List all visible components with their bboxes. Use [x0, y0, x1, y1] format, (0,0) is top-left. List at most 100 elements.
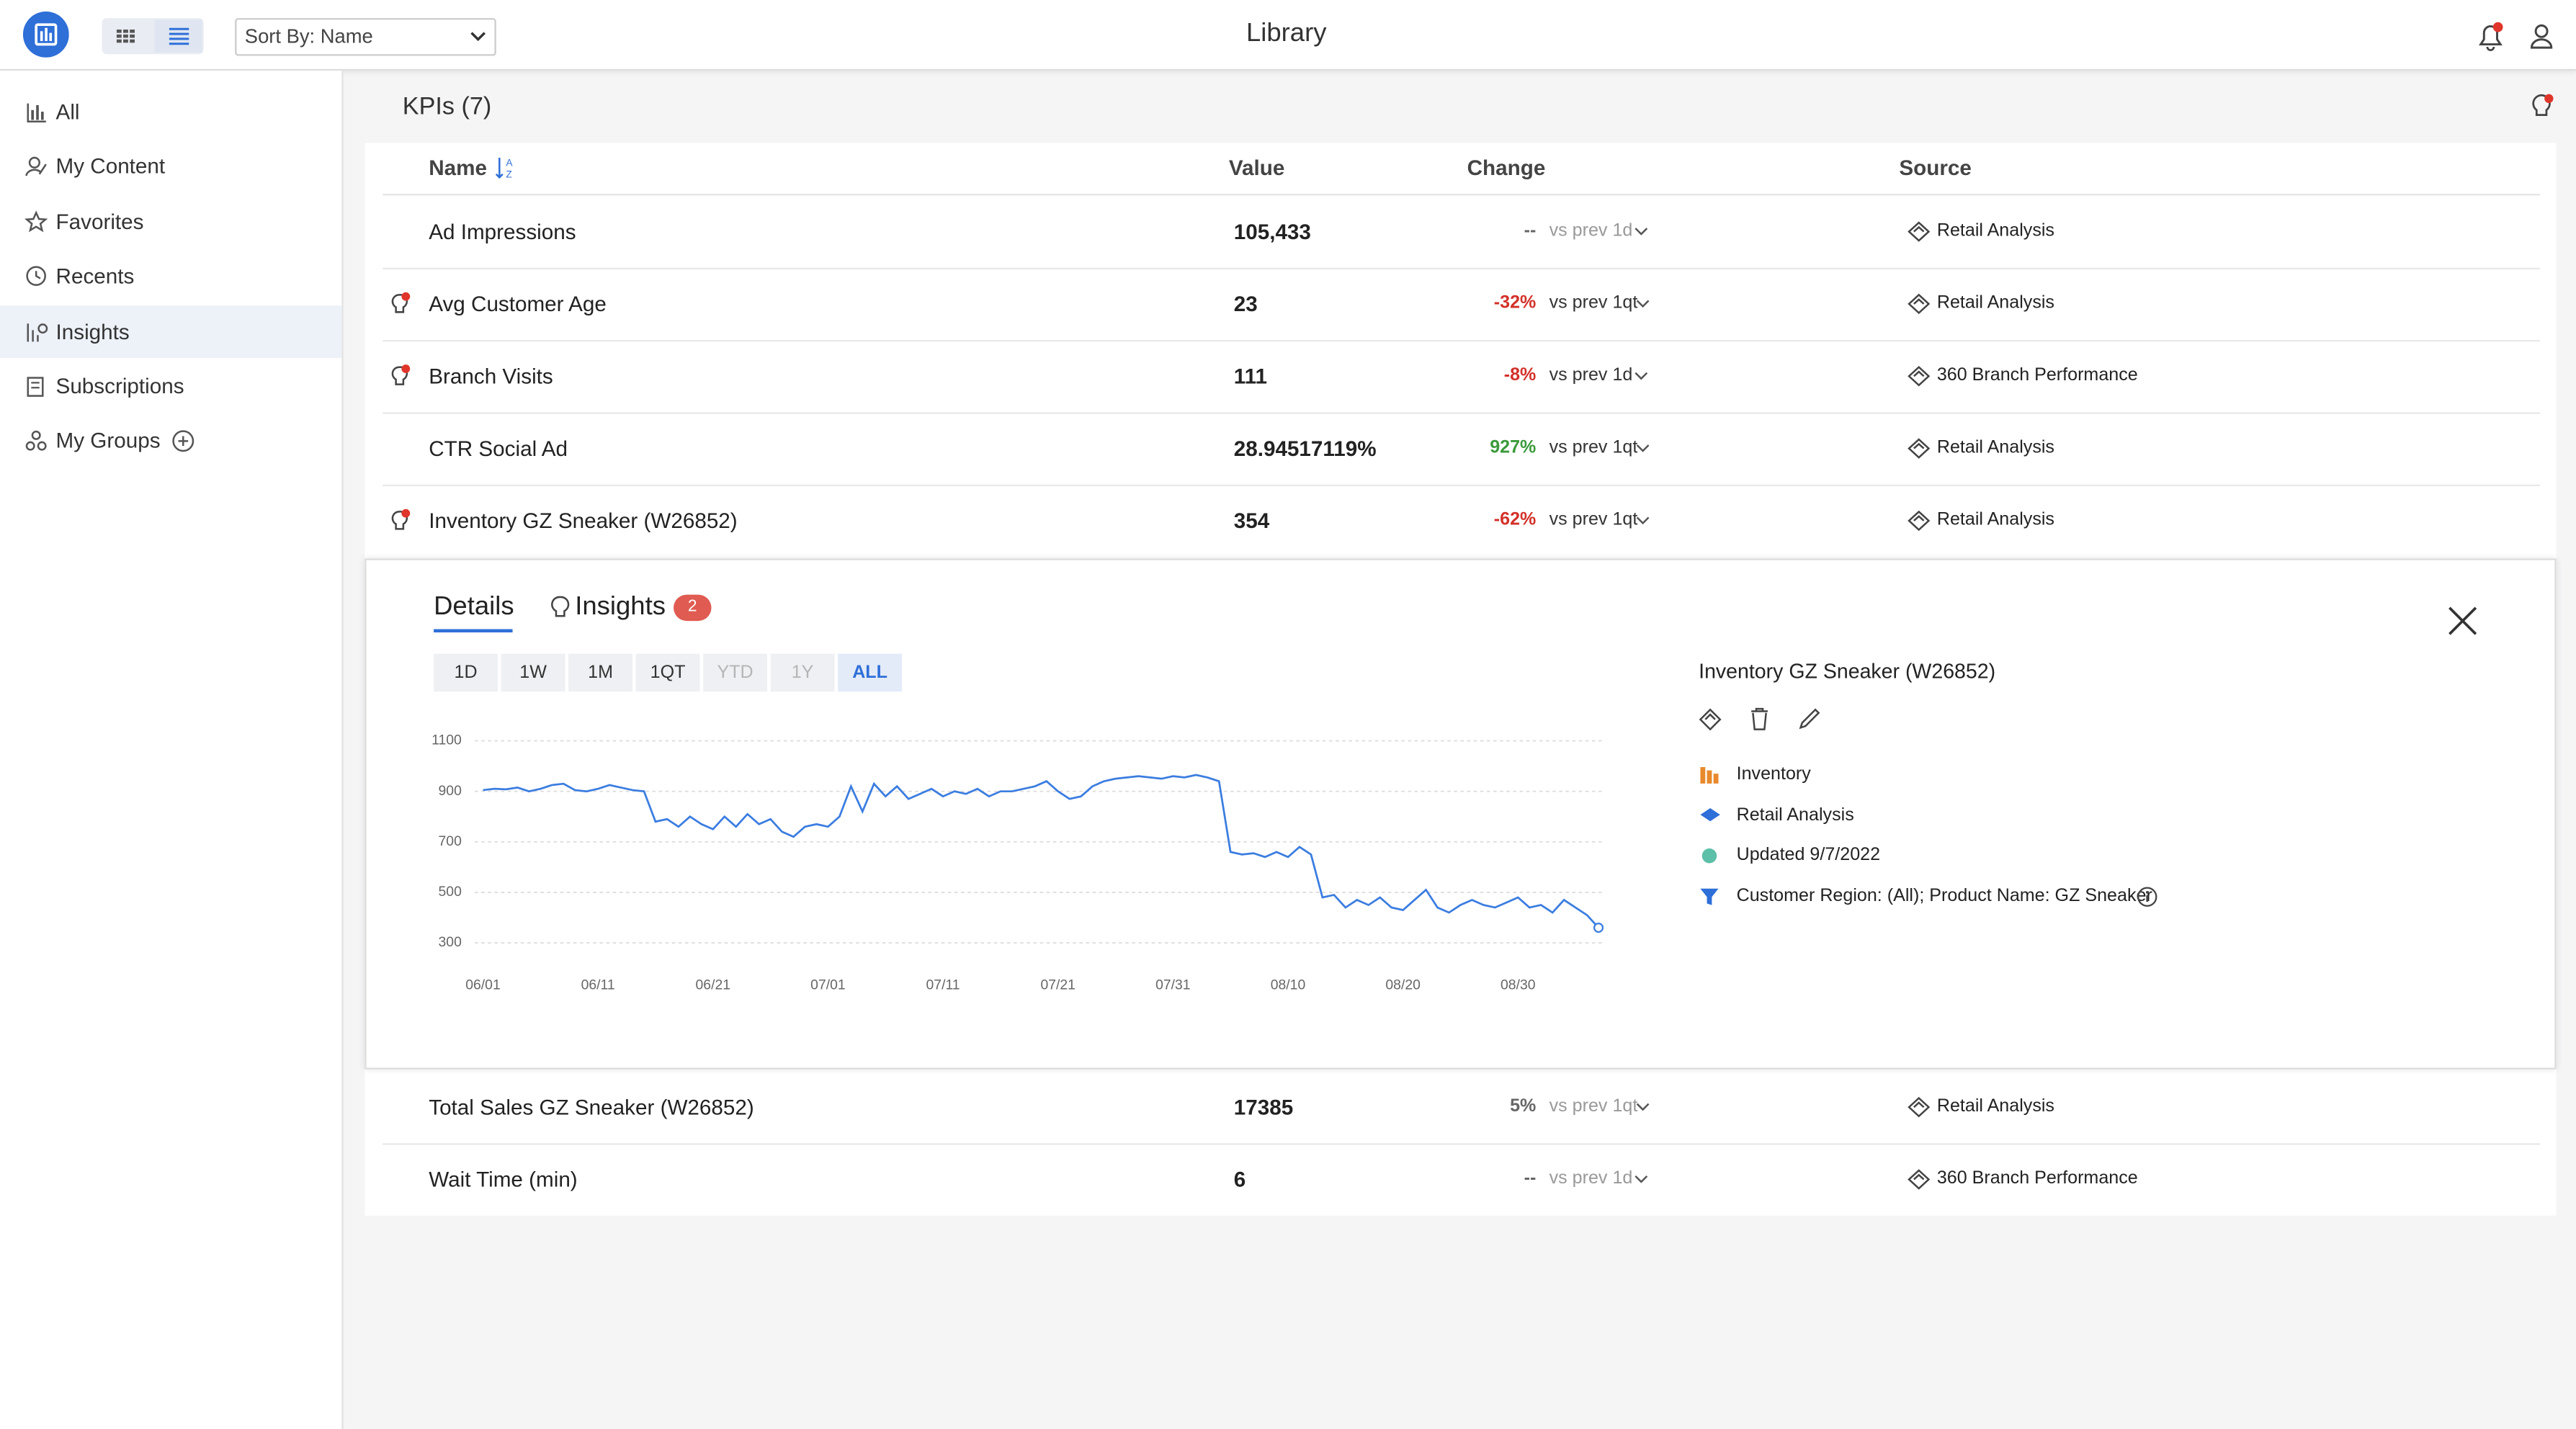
kpi-period[interactable]: vs prev 1qt	[1549, 510, 1638, 530]
period-chevron	[1636, 1103, 1650, 1111]
kpi-name[interactable]: Avg Customer Age	[429, 291, 607, 317]
kpi-value: 23	[1233, 291, 1258, 317]
period-chevron	[1636, 300, 1650, 308]
range-label[interactable]: 1QT	[650, 662, 686, 682]
range-label[interactable]: 1D	[454, 662, 478, 682]
source-icon	[1908, 221, 1931, 242]
logo[interactable]	[22, 11, 69, 58]
range-button[interactable]	[635, 653, 700, 692]
notifications[interactable]	[2474, 19, 2508, 53]
info-icon[interactable]	[2136, 885, 2159, 908]
kpi-name[interactable]: CTR Social Ad	[429, 436, 568, 461]
sidebar-item[interactable]: Recents	[55, 264, 135, 289]
range-button[interactable]	[838, 653, 903, 692]
column-header: Value	[1228, 155, 1285, 180]
sidebar-item[interactable]: My Groups	[55, 428, 161, 454]
sidebar-item[interactable]: Subscriptions	[55, 373, 184, 399]
range-button[interactable]	[501, 653, 565, 692]
sidebar-icon	[27, 377, 44, 397]
kpi-period[interactable]: vs prev 1qt	[1549, 1096, 1638, 1116]
insights-button[interactable]	[2527, 92, 2557, 122]
period-chevron	[1636, 444, 1650, 452]
x-tick-label: 08/30	[1501, 977, 1536, 993]
source-icon	[1908, 293, 1931, 315]
kpi-period[interactable]: vs prev 1qt	[1549, 293, 1638, 313]
kpi-name[interactable]: Ad Impressions	[429, 219, 576, 244]
sort-select[interactable]	[235, 18, 496, 56]
sort-label: Sort By: Name	[244, 24, 373, 48]
kpi-source[interactable]: 360 Branch Performance	[1936, 1168, 2138, 1189]
x-tick-label: 08/10	[1271, 977, 1306, 993]
range-label[interactable]: 1M	[588, 662, 613, 682]
tab[interactable]: Insights	[575, 593, 666, 622]
range-label[interactable]: 1W	[519, 662, 547, 682]
y-tick-label: 900	[439, 783, 462, 799]
x-tick-label: 06/11	[581, 977, 615, 993]
view-icons[interactable]	[102, 18, 203, 54]
chevron	[470, 32, 486, 42]
insight-flag	[391, 509, 411, 530]
x-tick-label: 06/01	[465, 977, 501, 993]
source-icon	[1908, 1169, 1931, 1190]
range-button[interactable]	[434, 653, 498, 692]
kpi-name[interactable]: Wait Time (min)	[429, 1167, 578, 1192]
kpi-name[interactable]: Branch Visits	[429, 364, 553, 389]
kpi-source[interactable]: Retail Analysis	[1936, 1096, 2055, 1116]
source-icon	[1908, 510, 1931, 532]
range-button[interactable]	[568, 653, 633, 692]
period-chevron	[1634, 1175, 1648, 1183]
sidebar-active	[0, 305, 342, 358]
y-tick-label: 300	[439, 934, 462, 950]
kpi-change: --	[1524, 220, 1537, 241]
sidebar-item[interactable]: My Content	[55, 154, 166, 179]
kpi-period[interactable]: vs prev 1d	[1549, 1168, 1633, 1189]
bulb-icon	[551, 596, 570, 617]
kpi-change: --	[1524, 1168, 1537, 1189]
row-divider	[383, 484, 2540, 487]
sidebar-icon	[26, 266, 46, 287]
source-icon	[1908, 1096, 1931, 1118]
kpi-value: 105,433	[1233, 219, 1311, 244]
y-tick-label: 700	[439, 833, 462, 849]
kpi-period[interactable]: vs prev 1qt	[1549, 437, 1638, 458]
period-chevron	[1634, 372, 1648, 380]
kpi-source[interactable]: Retail Analysis	[1936, 510, 2055, 530]
kpi-source[interactable]: Retail Analysis	[1936, 293, 2055, 313]
detail-panel	[365, 558, 2557, 1070]
kpi-period[interactable]: vs prev 1d	[1549, 220, 1633, 241]
column-header[interactable]: Name	[429, 155, 488, 180]
line	[483, 774, 1600, 928]
sidebar-icon	[24, 210, 48, 232]
meta: Customer Region: (All); Product Name: GZ…	[1736, 886, 2152, 906]
range-button	[770, 653, 835, 692]
kpi-value: 17385	[1233, 1095, 1294, 1120]
svg-text:Z: Z	[506, 169, 511, 179]
kpi-source[interactable]: 360 Branch Performance	[1936, 365, 2138, 385]
close-button[interactable]	[2446, 604, 2479, 637]
sort-icon[interactable]: AZ	[494, 156, 517, 181]
x-tick-label: 07/31	[1155, 977, 1191, 993]
user-menu[interactable]	[2527, 19, 2560, 53]
meta: Retail Analysis	[1736, 805, 1854, 826]
kpi-name[interactable]: Total Sales GZ Sneaker (W26852)	[429, 1095, 754, 1120]
source-icon	[1908, 438, 1931, 459]
kpi-source[interactable]: Retail Analysis	[1936, 220, 2055, 241]
sidebar-item[interactable]: Favorites	[55, 209, 144, 234]
sidebar-item[interactable]: All	[55, 99, 80, 125]
x-tick-label: 08/20	[1385, 977, 1421, 993]
kpi-change: -62%	[1493, 510, 1537, 530]
x-tick-label: 07/01	[810, 977, 846, 993]
kpi-source[interactable]: Retail Analysis	[1936, 437, 2055, 458]
tab[interactable]: Details	[434, 593, 514, 622]
range-label[interactable]: ALL	[852, 662, 887, 682]
tab-underline	[434, 629, 513, 633]
kpi-actions[interactable]	[1696, 704, 1830, 734]
page-title: Library	[1245, 19, 1327, 48]
sidebar-item[interactable]: Insights	[55, 318, 130, 344]
kpi-period[interactable]: vs prev 1d	[1549, 365, 1633, 385]
kpi-name[interactable]: Inventory GZ Sneaker (W26852)	[429, 508, 738, 534]
svg-text:A: A	[506, 157, 513, 168]
